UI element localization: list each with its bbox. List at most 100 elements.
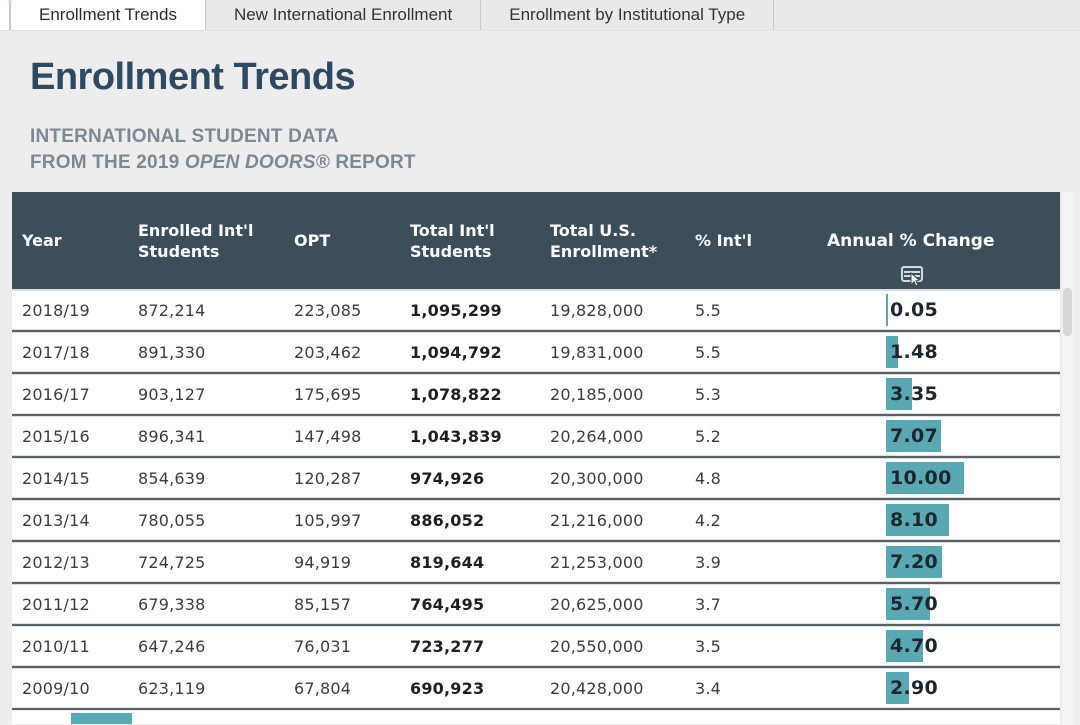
cell-pct-intl: 5.3 bbox=[695, 384, 722, 404]
cell-total-us-enrollment: 19,831,000 bbox=[550, 342, 644, 362]
column-header-total-us-enrollment[interactable]: Total U.S. Enrollment* bbox=[550, 220, 658, 261]
cell-enrolled-intl-students: 896,341 bbox=[138, 426, 206, 446]
table-row[interactable]: 2017/18 891,330 203,462 1,094,792 19,831… bbox=[12, 333, 1060, 374]
table-row[interactable]: 2016/17 903,127 175,695 1,078,822 20,185… bbox=[12, 375, 1060, 416]
annual-change-value: 10.00 bbox=[890, 467, 952, 489]
table-header-row: Year Enrolled Int'l Students OPT Total I… bbox=[12, 192, 1060, 289]
table-row[interactable]: 2013/14 780,055 105,997 886,052 21,216,0… bbox=[12, 501, 1060, 542]
annual-change-value: 4.70 bbox=[890, 635, 939, 657]
cell-enrolled-intl-students: 623,119 bbox=[138, 678, 206, 698]
cell-pct-intl: 5.5 bbox=[695, 300, 722, 320]
annual-change-bar bbox=[886, 462, 964, 494]
column-header-annual-pct-change[interactable]: Annual % Change bbox=[827, 230, 1060, 287]
cell-annual-pct-change: 3.35 bbox=[827, 375, 1060, 413]
subtitle-line-2: FROM THE 2019 OPEN DOORS® REPORT bbox=[30, 152, 416, 173]
cell-pct-intl: 3.5 bbox=[695, 636, 722, 656]
cell-annual-pct-change: 1.48 bbox=[827, 333, 1060, 371]
cell-annual-pct-change: 7.20 bbox=[827, 543, 1060, 581]
column-header-year[interactable]: Year bbox=[22, 231, 62, 250]
column-header-total-intl-students[interactable]: Total Int'l Students bbox=[410, 220, 495, 261]
column-header-opt[interactable]: OPT bbox=[294, 231, 331, 250]
tab-bar: Enrollment Trends New International Enro… bbox=[0, 0, 1080, 31]
cell-enrolled-intl-students: 780,055 bbox=[138, 510, 206, 530]
cell-total-intl-students: 1,094,792 bbox=[410, 342, 502, 362]
cell-enrolled-intl-students: 724,725 bbox=[138, 552, 206, 572]
open-doors-italic: OPEN DOORS® bbox=[184, 152, 330, 173]
cell-total-intl-students: 819,644 bbox=[410, 552, 485, 572]
table-row[interactable]: 2010/11 647,246 76,031 723,277 20,550,00… bbox=[12, 627, 1060, 668]
cell-opt: 85,157 bbox=[294, 594, 352, 614]
annual-change-bar bbox=[886, 378, 913, 410]
column-header-pct-intl[interactable]: % Int'l bbox=[695, 231, 752, 250]
cell-total-us-enrollment: 20,550,000 bbox=[550, 636, 644, 656]
cell-year: 2012/13 bbox=[22, 552, 90, 572]
vertical-scrollbar[interactable] bbox=[1062, 192, 1073, 725]
table-row[interactable]: 2018/19 872,214 223,085 1,095,299 19,828… bbox=[12, 291, 1060, 332]
tab-label: Enrollment by Institutional Type bbox=[509, 5, 746, 24]
page-title: Enrollment Trends bbox=[30, 56, 356, 98]
annual-change-bar bbox=[886, 336, 898, 368]
table-row[interactable]: 2011/12 679,338 85,157 764,495 20,625,00… bbox=[12, 585, 1060, 626]
cell-enrolled-intl-students: 872,214 bbox=[138, 300, 206, 320]
cell-year: 2017/18 bbox=[22, 342, 90, 362]
cell-opt: 147,498 bbox=[294, 426, 362, 446]
report-subtitle: INTERNATIONAL STUDENT DATA FROM THE 2019… bbox=[30, 124, 416, 176]
scrollbar-thumb[interactable] bbox=[1063, 288, 1072, 336]
cell-total-us-enrollment: 20,300,000 bbox=[550, 468, 644, 488]
annual-change-bar bbox=[886, 672, 909, 704]
tab-label: New International Enrollment bbox=[233, 5, 453, 24]
cell-enrolled-intl-students: 891,330 bbox=[138, 342, 206, 362]
cell-pct-intl: 4.8 bbox=[695, 468, 722, 488]
table-row[interactable]: 2014/15 854,639 120,287 974,926 20,300,0… bbox=[12, 459, 1060, 500]
annual-change-value: 5.70 bbox=[890, 593, 939, 615]
table-row[interactable]: 2012/13 724,725 94,919 819,644 21,253,00… bbox=[12, 543, 1060, 584]
annual-change-bar bbox=[886, 588, 931, 620]
cursor-artifact-icon bbox=[901, 265, 923, 287]
cell-annual-pct-change: 7.07 bbox=[827, 417, 1060, 455]
cell-total-intl-students: 974,926 bbox=[410, 468, 485, 488]
annual-change-value: 2.90 bbox=[890, 677, 939, 699]
cell-year: 2009/10 bbox=[22, 678, 90, 698]
annual-change-value: 7.07 bbox=[890, 425, 939, 447]
cell-annual-pct-change: 2.90 bbox=[827, 669, 1060, 707]
tab-new-international-enrollment[interactable]: New International Enrollment bbox=[206, 0, 482, 30]
cell-opt: 120,287 bbox=[294, 468, 362, 488]
annual-change-bar bbox=[886, 546, 943, 578]
cell-total-us-enrollment: 21,216,000 bbox=[550, 510, 644, 530]
subtitle-line-1: INTERNATIONAL STUDENT DATA bbox=[30, 126, 339, 147]
column-header-enrolled-intl-students[interactable]: Enrolled Int'l Students bbox=[138, 220, 254, 261]
cell-year: 2014/15 bbox=[22, 468, 90, 488]
table-row[interactable]: 2009/10 623,119 67,804 690,923 20,428,00… bbox=[12, 669, 1060, 710]
cell-year: 2018/19 bbox=[22, 300, 90, 320]
cell-total-intl-students: 723,277 bbox=[410, 636, 485, 656]
cell-opt: 94,919 bbox=[294, 552, 352, 572]
cell-enrolled-intl-students: 854,639 bbox=[138, 468, 206, 488]
annual-change-value: 0.05 bbox=[890, 299, 939, 321]
cell-enrolled-intl-students: 679,338 bbox=[138, 594, 206, 614]
cell-annual-pct-change: 8.10 bbox=[827, 501, 1060, 539]
annual-change-bar bbox=[886, 504, 950, 536]
annual-change-bar bbox=[71, 713, 132, 724]
cell-enrolled-intl-students: 903,127 bbox=[138, 384, 206, 404]
cell-total-us-enrollment: 20,428,000 bbox=[550, 678, 644, 698]
cell-opt: 223,085 bbox=[294, 300, 362, 320]
cell-pct-intl: 3.9 bbox=[695, 552, 722, 572]
annual-change-value: 1.48 bbox=[890, 341, 939, 363]
cell-total-us-enrollment: 20,625,000 bbox=[550, 594, 644, 614]
cell-total-us-enrollment: 19,828,000 bbox=[550, 300, 644, 320]
cell-annual-pct-change: 0.05 bbox=[827, 291, 1060, 329]
cell-annual-pct-change: 10.00 bbox=[827, 459, 1060, 497]
cell-year: 2011/12 bbox=[22, 594, 90, 614]
cell-year: 2016/17 bbox=[22, 384, 90, 404]
table-row[interactable]: 2015/16 896,341 147,498 1,043,839 20,264… bbox=[12, 417, 1060, 458]
cell-opt: 175,695 bbox=[294, 384, 362, 404]
partial-next-row[interactable] bbox=[12, 711, 1060, 724]
tab-enrollment-by-institutional-type[interactable]: Enrollment by Institutional Type bbox=[481, 0, 775, 30]
cell-pct-intl: 5.5 bbox=[695, 342, 722, 362]
partial-tab-stub[interactable] bbox=[0, 0, 10, 30]
cell-pct-intl: 3.7 bbox=[695, 594, 722, 614]
tab-enrollment-trends[interactable]: Enrollment Trends bbox=[10, 0, 206, 30]
cell-year: 2010/11 bbox=[22, 636, 90, 656]
tab-label: Enrollment Trends bbox=[39, 5, 177, 24]
enrollment-table: Year Enrolled Int'l Students OPT Total I… bbox=[12, 192, 1060, 724]
